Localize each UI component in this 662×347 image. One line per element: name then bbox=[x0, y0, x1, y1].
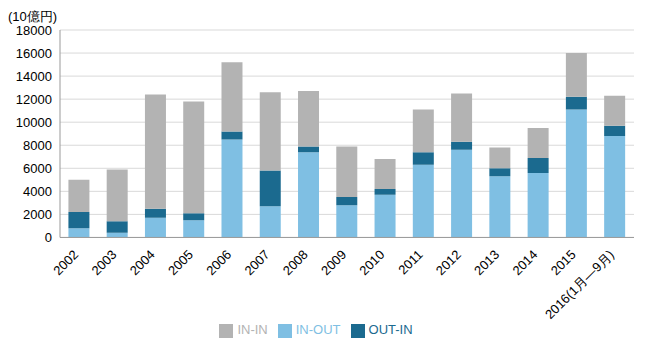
svg-text:2016(1月―9月): 2016(1月―9月) bbox=[542, 247, 617, 322]
svg-text:8000: 8000 bbox=[23, 138, 52, 153]
svg-text:2003: 2003 bbox=[88, 247, 119, 278]
html-text:IN-OUT: IN-OUT bbox=[295, 322, 341, 338]
svg-text:6000: 6000 bbox=[23, 161, 52, 176]
svg-text:14000: 14000 bbox=[16, 69, 52, 84]
svg-text:2007: 2007 bbox=[242, 247, 273, 278]
svg-text:4000: 4000 bbox=[23, 184, 52, 199]
svg-text:12000: 12000 bbox=[16, 92, 52, 107]
svg-text:2000: 2000 bbox=[23, 207, 52, 222]
html-text:OUT-IN: OUT-IN bbox=[368, 322, 413, 338]
svg-text:2005: 2005 bbox=[165, 247, 196, 278]
svg-text:2015: 2015 bbox=[548, 247, 579, 278]
html-text:IN-IN: IN-IN bbox=[237, 322, 268, 338]
svg-text:2008: 2008 bbox=[280, 247, 311, 278]
svg-text:2013: 2013 bbox=[471, 247, 502, 278]
svg-text:16000: 16000 bbox=[16, 46, 52, 61]
svg-text:18000: 18000 bbox=[16, 23, 52, 38]
svg-text:2004: 2004 bbox=[127, 247, 158, 278]
svg-text:2012: 2012 bbox=[433, 247, 464, 278]
svg-text:2006: 2006 bbox=[203, 247, 234, 278]
svg-text:2002: 2002 bbox=[50, 247, 81, 278]
svg-text:2014: 2014 bbox=[509, 247, 540, 278]
html-text:(10億円): (10億円) bbox=[8, 9, 58, 24]
svg-text:2010: 2010 bbox=[356, 247, 387, 278]
svg-text:0: 0 bbox=[45, 230, 52, 245]
svg-text:10000: 10000 bbox=[16, 115, 52, 130]
svg-text:2011: 2011 bbox=[395, 247, 425, 277]
svg-text:2009: 2009 bbox=[318, 247, 349, 278]
